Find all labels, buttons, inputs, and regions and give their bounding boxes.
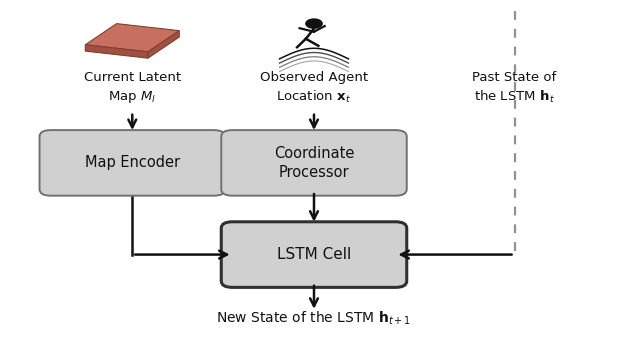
Text: Map Encoder: Map Encoder (85, 155, 180, 170)
Text: LSTM Cell: LSTM Cell (277, 247, 351, 262)
FancyBboxPatch shape (221, 130, 407, 196)
Text: New State of the LSTM $\mathbf{h}_{t+1}$: New State of the LSTM $\mathbf{h}_{t+1}$ (217, 309, 411, 327)
Text: Coordinate
Processor: Coordinate Processor (274, 146, 354, 180)
Text: Observed Agent
Location $\mathbf{x}_t$: Observed Agent Location $\mathbf{x}_t$ (260, 71, 368, 105)
Polygon shape (148, 31, 179, 58)
Text: Past State of
the LSTM $\mathbf{h}_t$: Past State of the LSTM $\mathbf{h}_t$ (472, 71, 556, 105)
FancyBboxPatch shape (221, 222, 407, 287)
Polygon shape (85, 45, 148, 58)
Text: Current Latent
Map $M_l$: Current Latent Map $M_l$ (84, 71, 181, 105)
Polygon shape (85, 24, 179, 52)
FancyBboxPatch shape (40, 130, 225, 196)
Circle shape (306, 19, 322, 28)
